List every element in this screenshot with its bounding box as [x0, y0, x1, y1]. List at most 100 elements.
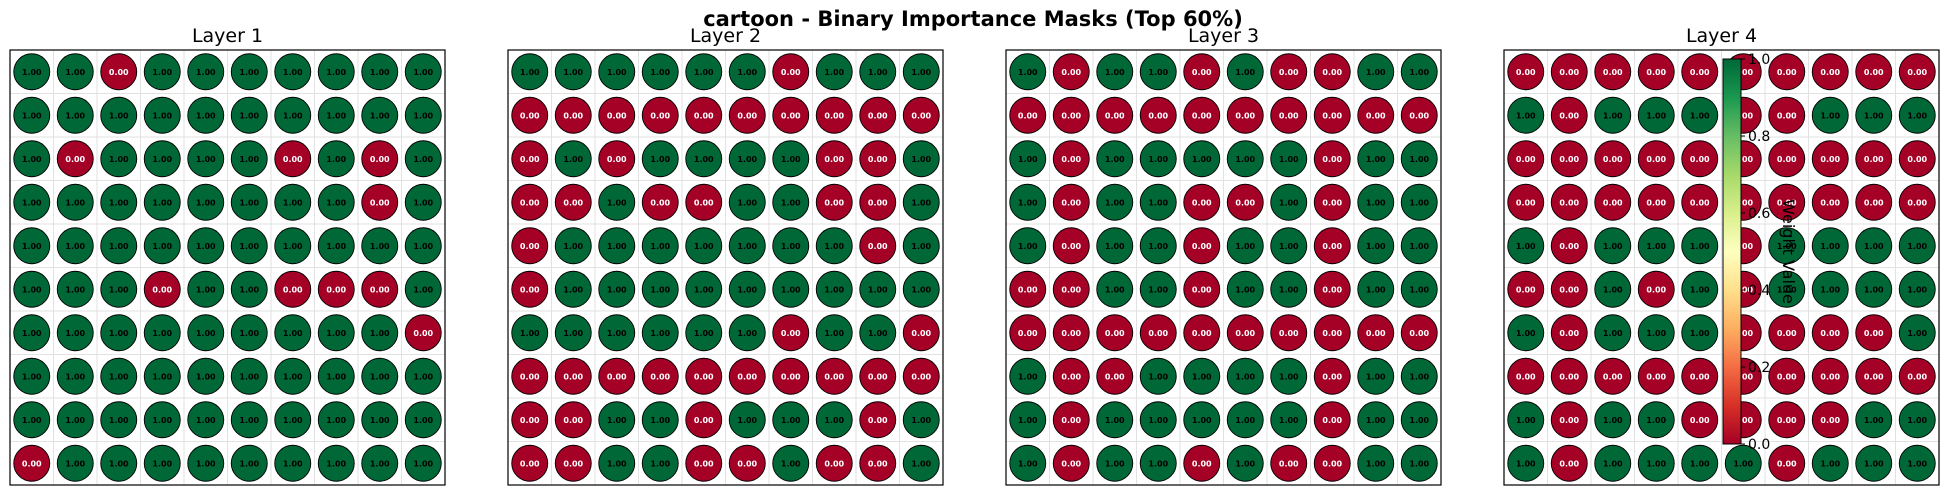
- mask-value-label: 0.00: [563, 198, 583, 207]
- mask-value-label: 1.00: [781, 198, 801, 207]
- mask-dot: [1313, 401, 1351, 439]
- mask-value-label: 1.00: [65, 242, 85, 251]
- mask-dot: [1594, 53, 1632, 91]
- mask-dot: [815, 96, 853, 134]
- mask-dot: [13, 444, 51, 482]
- mask-value-label: 0.00: [911, 111, 931, 120]
- mask-dot: [1637, 140, 1675, 178]
- mask-dot: [598, 314, 636, 352]
- mask-value-label: 1.00: [911, 285, 931, 294]
- mask-value-label: 1.00: [109, 111, 129, 120]
- mask-value-label: 0.00: [1516, 68, 1536, 77]
- mask-value-label: 0.00: [1646, 285, 1666, 294]
- mask-dot: [56, 53, 94, 91]
- mask-value-label: 1.00: [868, 68, 888, 77]
- mask-value-label: 1.00: [824, 416, 844, 425]
- mask-value-label: 0.00: [1907, 198, 1927, 207]
- mask-value-label: 0.00: [1733, 111, 1753, 120]
- mask-dot: [1594, 270, 1632, 308]
- mask-value-label: 0.00: [1322, 329, 1342, 338]
- mask-value-label: 1.00: [370, 329, 390, 338]
- mask-value-label: 0.00: [1907, 155, 1927, 164]
- mask-dot: [1550, 357, 1588, 395]
- mask-value-label: 1.00: [1516, 416, 1536, 425]
- mask-dot: [1139, 401, 1177, 439]
- mask-dot: [859, 357, 897, 395]
- mask-dot: [598, 357, 636, 395]
- mask-dot: [1768, 96, 1806, 134]
- mask-dot: [902, 444, 940, 482]
- mask-dot: [361, 357, 399, 395]
- mask-value-label: 1.00: [1105, 416, 1125, 425]
- mask-value-label: 0.00: [1559, 242, 1579, 251]
- mask-dot: [56, 183, 94, 221]
- mask-dot: [404, 270, 442, 308]
- mask-dot: [1313, 314, 1351, 352]
- mask-value-label: 1.00: [1603, 459, 1623, 468]
- mask-dot: [1009, 444, 1047, 482]
- mask-dot: [598, 270, 636, 308]
- mask-value-label: 1.00: [1646, 329, 1666, 338]
- mask-dot: [641, 314, 679, 352]
- mask-value-label: 0.00: [370, 155, 390, 164]
- mask-value-label: 1.00: [1235, 285, 1255, 294]
- mask-dot: [554, 140, 592, 178]
- mask-dot: [1507, 270, 1545, 308]
- mask-dot: [1009, 53, 1047, 91]
- mask-dot: [1226, 53, 1264, 91]
- mask-dot: [1855, 96, 1893, 134]
- mask-dot: [815, 270, 853, 308]
- mask-value-label: 1.00: [694, 155, 714, 164]
- mask-dot: [685, 444, 723, 482]
- mask-value-label: 1.00: [1864, 416, 1884, 425]
- mask-value-label: 0.00: [1864, 198, 1884, 207]
- mask-dot: [230, 96, 268, 134]
- mask-dot: [1096, 314, 1134, 352]
- mask-value-label: 1.00: [152, 68, 172, 77]
- mask-dot: [1768, 444, 1806, 482]
- mask-value-label: 1.00: [1603, 329, 1623, 338]
- mask-value-label: 0.00: [868, 111, 888, 120]
- mask-dot: [56, 96, 94, 134]
- mask-value-label: 0.00: [1907, 68, 1927, 77]
- mask-dot: [1357, 357, 1395, 395]
- mask-value-label: 0.00: [694, 198, 714, 207]
- mask-dot: [1357, 314, 1395, 352]
- mask-value-label: 1.00: [1516, 111, 1536, 120]
- mask-value-label: 0.00: [22, 459, 42, 468]
- mask-dot: [598, 140, 636, 178]
- mask-dot: [1898, 96, 1936, 134]
- mask-dot: [902, 401, 940, 439]
- mask-value-label: 0.00: [694, 416, 714, 425]
- mask-dot: [1898, 227, 1936, 265]
- mask-dot: [728, 401, 766, 439]
- mask-value-label: 0.00: [1279, 111, 1299, 120]
- mask-dot: [554, 401, 592, 439]
- mask-value-label: 0.00: [1061, 155, 1081, 164]
- mask-value-label: 1.00: [239, 329, 259, 338]
- mask-dot: [685, 183, 723, 221]
- mask-value-label: 0.00: [1516, 198, 1536, 207]
- mask-dot: [187, 140, 225, 178]
- mask-dot: [1226, 401, 1264, 439]
- mask-value-label: 1.00: [1409, 242, 1429, 251]
- colorbar-tick-label: 0.6: [1748, 206, 1770, 222]
- mask-dot: [1768, 314, 1806, 352]
- mask-dot: [554, 444, 592, 482]
- mask-dot: [1768, 53, 1806, 91]
- mask-value-label: 0.00: [520, 155, 540, 164]
- mask-value-label: 0.00: [1322, 155, 1342, 164]
- mask-value-label: 1.00: [520, 329, 540, 338]
- mask-value-label: 1.00: [1366, 242, 1386, 251]
- mask-value-label: 0.00: [868, 198, 888, 207]
- mask-dot: [1052, 401, 1090, 439]
- mask-value-label: 1.00: [65, 459, 85, 468]
- mask-dot: [1313, 227, 1351, 265]
- mask-dot: [1270, 183, 1308, 221]
- mask-dot: [1898, 314, 1936, 352]
- mask-dot: [554, 270, 592, 308]
- mask-value-label: 1.00: [152, 372, 172, 381]
- mask-dot: [1400, 140, 1438, 178]
- mask-dot: [317, 183, 355, 221]
- mask-dot: [1183, 270, 1221, 308]
